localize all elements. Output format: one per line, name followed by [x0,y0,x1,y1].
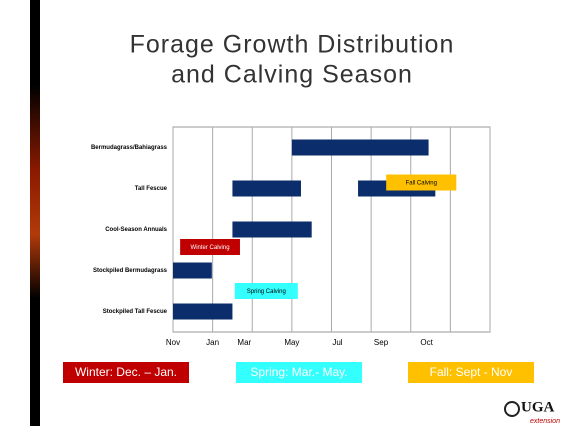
annotation-label: Fall Calving [406,181,437,187]
category-label: Stockpiled Bermudagrass [93,268,168,274]
annotation-box [234,283,298,299]
legend-label: Winter: Dec. – Jan. [75,365,177,379]
x-tick-label: Oct [420,338,433,347]
x-tick-label: Nov [166,338,180,347]
legend-label: Fall: Sept - Nov [430,365,513,379]
annotation-box [180,239,240,255]
bar [232,221,312,238]
category-label: Bermudagrass/Bahiagrass [91,145,168,151]
title-line: and Calving Season [171,61,413,89]
x-tick-label: Jul [332,338,342,347]
legend-label: Spring: Mar.- May. [250,365,347,379]
category-label: Stockpiled Tall Fescue [103,309,168,315]
x-tick-label: May [284,338,299,347]
x-tick-label: Sep [374,338,389,347]
legend-box [408,362,534,383]
category-label: Cool-Season Annuals [105,227,167,233]
legend-box [236,362,362,383]
x-tick-label: Mar [237,338,251,347]
category-label: Tall Fescue [135,186,168,192]
x-tick-label: Jan [206,338,219,347]
bar [232,180,301,197]
title-line: Forage Growth Distribution [130,31,455,59]
bar [173,262,212,279]
annotation-label: Winter Calving [191,245,230,251]
bar [291,139,429,156]
logo-subtext: extension [530,418,560,425]
annotation-box [386,174,457,191]
side-bar [30,0,40,426]
logo-text: UGA [521,399,555,415]
annotation-label: Spring Calving [247,289,286,295]
bar [173,303,233,320]
logo-emblem [504,401,520,417]
legend-box [63,362,189,383]
